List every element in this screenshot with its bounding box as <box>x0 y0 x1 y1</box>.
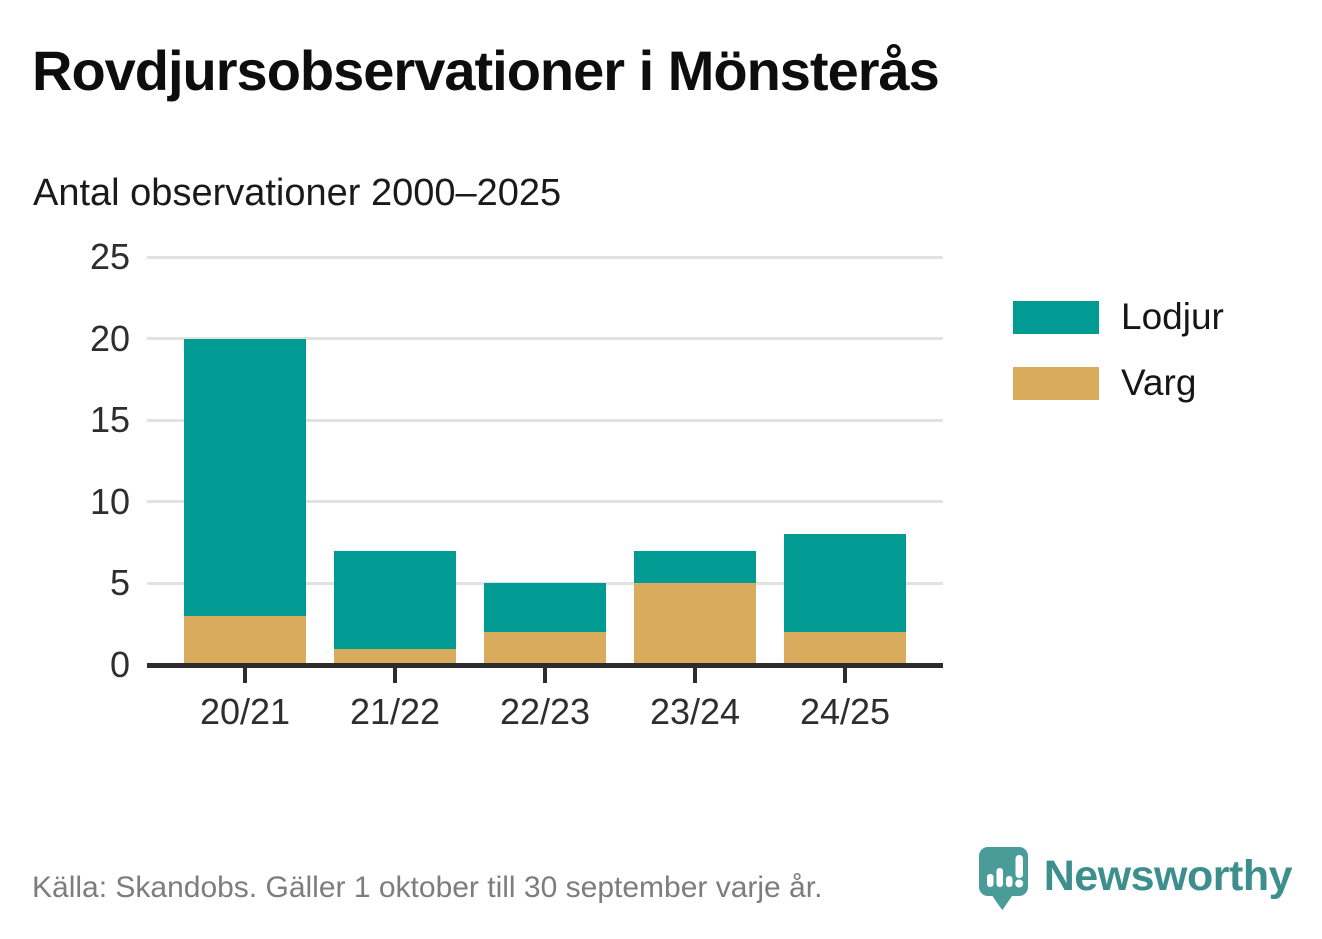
newsworthy-logo: Newsworthy <box>976 844 1293 919</box>
x-tick-24/25 <box>843 668 847 683</box>
gridline-20 <box>147 337 943 341</box>
legend: Lodjur Varg <box>1013 296 1224 404</box>
chart-subtitle: Antal observationer 2000–2025 <box>33 172 562 214</box>
x-axis-label-20/21: 20/21 <box>199 691 291 732</box>
gridline-25 <box>147 255 943 259</box>
legend-item-varg: Varg <box>1013 362 1224 404</box>
x-axis-label-23/24: 23/24 <box>649 691 741 732</box>
x-axis-label-24/25: 24/25 <box>799 691 891 732</box>
y-axis-label-25: 25 <box>89 236 130 277</box>
y-axis-label-5: 5 <box>109 562 130 604</box>
bar-segment-lodjur-20/21 <box>184 338 306 617</box>
x-tick-23/24 <box>693 668 697 683</box>
legend-item-lodjur: Lodjur <box>1013 296 1224 338</box>
legend-label-varg: Varg <box>1121 362 1197 403</box>
y-axis-label-15: 15 <box>89 399 130 441</box>
bar-segment-lodjur-22/23 <box>484 583 606 633</box>
bar-segment-varg-24/25 <box>784 632 906 665</box>
brand-wordmark: Newsworthy <box>1043 852 1293 900</box>
bar-segment-varg-20/21 <box>184 616 306 665</box>
bar-segment-varg-21/22 <box>334 648 456 665</box>
x-tick-22/23 <box>543 668 547 683</box>
gridline-10 <box>147 500 943 504</box>
x-axis-label-21/22: 21/22 <box>349 691 441 732</box>
x-tick-20/21 <box>243 668 247 683</box>
logo-bubble-icon <box>976 844 1031 919</box>
x-axis-line <box>147 663 943 668</box>
bar-segment-varg-23/24 <box>634 583 756 665</box>
y-axis-label-20: 20 <box>89 317 130 359</box>
legend-swatch-varg <box>1013 366 1099 400</box>
bar-segment-varg-22/23 <box>484 632 606 665</box>
legend-swatch-lodjur <box>1013 300 1099 334</box>
page-title: Rovdjursobservationer i Mönsterås <box>32 39 940 102</box>
footer-source: Källa: Skandobs. Gäller 1 oktober till 3… <box>32 871 823 904</box>
x-tick-21/22 <box>393 668 397 683</box>
y-axis-label-10: 10 <box>89 480 130 522</box>
x-axis-label-22/23: 22/23 <box>499 691 591 732</box>
bar-segment-lodjur-21/22 <box>334 550 456 649</box>
y-axis-label-0: 0 <box>109 644 130 685</box>
bar-segment-lodjur-24/25 <box>784 534 906 633</box>
gridline-15 <box>147 418 943 422</box>
legend-label-lodjur: Lodjur <box>1121 296 1224 337</box>
bar-segment-lodjur-23/24 <box>634 550 756 584</box>
